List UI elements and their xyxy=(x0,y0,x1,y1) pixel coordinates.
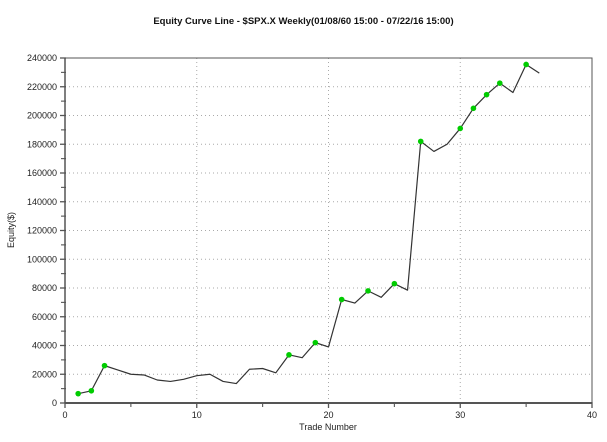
equity-high-marker xyxy=(365,288,371,294)
y-axis-label: Equity($) xyxy=(6,212,16,248)
equity-high-marker xyxy=(457,125,464,132)
equity-high-marker xyxy=(286,352,292,358)
y-tick-label: 220000 xyxy=(27,82,57,92)
x-tick-label: 20 xyxy=(323,410,333,420)
x-tick-label: 0 xyxy=(62,410,67,420)
y-tick-label: 100000 xyxy=(27,254,57,264)
equity-high-marker xyxy=(88,387,95,394)
y-tick-label: 120000 xyxy=(27,226,57,236)
y-tick-label: 20000 xyxy=(32,369,57,379)
y-tick-label: 240000 xyxy=(27,53,57,63)
x-tick-label: 30 xyxy=(455,410,465,420)
equity-high-marker xyxy=(75,390,81,397)
equity-high-marker xyxy=(523,61,529,68)
equity-high-marker xyxy=(338,296,345,303)
chart-title: Equity Curve Line - $SPX.X Weekly(01/08/… xyxy=(153,16,454,27)
x-tick-label: 10 xyxy=(192,410,202,420)
y-tick-label: 200000 xyxy=(27,111,57,121)
y-tick-label: 40000 xyxy=(32,341,57,351)
equity-high-marker xyxy=(391,280,398,287)
equity-high-marker xyxy=(312,339,319,346)
plot-area: 0 20000 40000 60000 80000 100000 120000 140000 1… xyxy=(27,53,597,420)
equity-high-marker xyxy=(483,91,490,98)
equity-high-marker xyxy=(496,80,503,86)
x-tick-label: 40 xyxy=(587,410,597,420)
y-tick-label: 160000 xyxy=(27,168,57,178)
equity-high-marker xyxy=(470,105,477,112)
y-tick-label: 80000 xyxy=(32,283,57,293)
x-axis-label: Trade Number xyxy=(299,422,357,432)
equity-line xyxy=(78,63,540,395)
y-tick-label: 180000 xyxy=(27,139,57,149)
equity-high-marker xyxy=(417,138,424,145)
y-tick-label: 140000 xyxy=(27,197,57,207)
y-tick-label: 60000 xyxy=(32,312,57,322)
y-tick-label: 0 xyxy=(52,398,57,408)
equity-high-marker xyxy=(101,362,108,369)
